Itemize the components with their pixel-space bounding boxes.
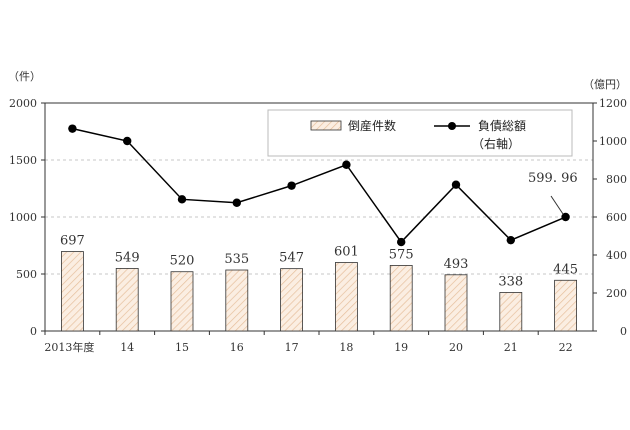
line-point <box>397 237 406 247</box>
line-point <box>177 195 187 204</box>
x-tick-label: 16 <box>230 341 244 354</box>
legend: 倒産件数 負債総額 （右軸） <box>267 109 573 157</box>
bar-data-label: 549 <box>115 250 140 265</box>
bar-data-label: 445 <box>553 262 578 277</box>
x-tick-label: 22 <box>559 341 573 354</box>
bar <box>61 251 84 332</box>
bar <box>334 262 358 332</box>
x-tick-label: 19 <box>394 341 408 354</box>
right-tick-label: 400 <box>606 249 627 262</box>
line-point <box>451 180 461 189</box>
bar-data-label: 601 <box>334 244 359 259</box>
line-point <box>68 124 77 133</box>
bar <box>170 271 194 332</box>
left-tick-label: 500 <box>16 268 37 281</box>
line-point <box>561 212 570 222</box>
right-tick-label: 800 <box>606 173 627 186</box>
bar <box>225 269 249 332</box>
line-series <box>68 124 570 247</box>
x-tick-label: 17 <box>285 341 299 354</box>
line-point <box>506 235 515 245</box>
bar-data-label: 493 <box>444 257 469 272</box>
x-tick-label: 14 <box>120 341 134 354</box>
line-annotation: 599. 96 <box>528 171 578 186</box>
legend-line-marker <box>448 122 456 130</box>
x-tick-label: 21 <box>504 341 518 354</box>
left-tick-label: 0 <box>30 325 37 338</box>
bar-data-label: 520 <box>170 254 195 269</box>
left-tick-label: 1500 <box>9 154 37 167</box>
right-tick-label: 1200 <box>599 97 627 110</box>
legend-line-sublabel: （右軸） <box>472 136 520 151</box>
x-tick-label: 18 <box>339 341 353 354</box>
bar <box>389 265 413 332</box>
x-axis-ticks: 2013年度 14 15 16 17 18 19 20 21 22 <box>44 331 573 354</box>
line-path <box>72 127 566 244</box>
bar <box>115 268 139 332</box>
bar-data-labels: 697 549 520 535 547 601 575 493 338 445 <box>60 234 578 290</box>
left-axis-ticks: 0 500 1000 1500 2000 <box>9 97 45 338</box>
left-axis-unit: （件） <box>8 70 41 83</box>
annotation-leader <box>550 195 564 215</box>
right-tick-label: 600 <box>606 211 627 224</box>
x-tick-label: 20 <box>449 341 463 354</box>
right-tick-label: 1000 <box>599 135 627 148</box>
legend-bar-label: 倒産件数 <box>348 118 396 133</box>
bar-data-label: 547 <box>279 251 304 266</box>
left-tick-label: 2000 <box>9 97 37 110</box>
bar-series <box>61 251 577 332</box>
legend-line-label: 負債総額 <box>478 118 526 133</box>
bar-data-label: 535 <box>224 252 249 267</box>
bar <box>444 274 468 332</box>
line-point <box>342 160 351 169</box>
bar-data-label: 338 <box>498 274 523 289</box>
left-tick-label: 1000 <box>9 211 37 224</box>
x-tick-label: 2013年度 <box>44 340 94 354</box>
line-point <box>232 198 241 207</box>
bar-data-label: 575 <box>389 247 414 262</box>
legend-bar-swatch <box>310 120 342 131</box>
x-tick-label: 15 <box>175 341 189 354</box>
line-point <box>287 181 296 190</box>
line-point <box>123 136 132 146</box>
bar <box>499 292 523 332</box>
bar <box>554 279 577 332</box>
legend-box <box>267 109 573 157</box>
bar <box>280 268 304 332</box>
right-tick-label: 200 <box>606 287 627 300</box>
right-tick-label: 0 <box>620 325 627 338</box>
bar-data-label: 697 <box>60 234 85 249</box>
right-axis-ticks: 0 200 400 600 800 1000 1200 <box>593 97 627 338</box>
right-axis-unit: （億円） <box>583 78 627 91</box>
